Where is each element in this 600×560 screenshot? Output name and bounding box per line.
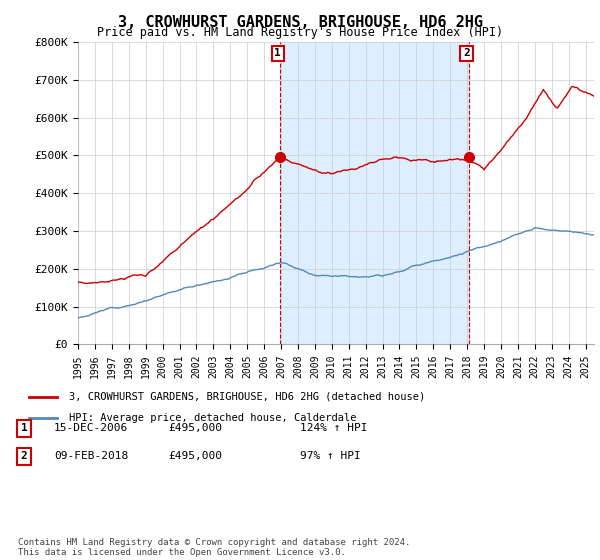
Text: 2: 2 (463, 48, 470, 58)
Text: 09-FEB-2018: 09-FEB-2018 (54, 451, 128, 461)
Text: 3, CROWHURST GARDENS, BRIGHOUSE, HD6 2HG: 3, CROWHURST GARDENS, BRIGHOUSE, HD6 2HG (118, 15, 482, 30)
Text: 1: 1 (274, 48, 281, 58)
Text: 97% ↑ HPI: 97% ↑ HPI (300, 451, 361, 461)
Bar (280, 42, 469, 344)
Text: Contains HM Land Registry data © Crown copyright and database right 2024.
This d: Contains HM Land Registry data © Crown c… (18, 538, 410, 557)
Text: 124% ↑ HPI: 124% ↑ HPI (300, 423, 367, 433)
Text: £495,000: £495,000 (168, 423, 222, 433)
Text: £495,000: £495,000 (168, 451, 222, 461)
Text: 2: 2 (20, 451, 28, 461)
Text: Price paid vs. HM Land Registry's House Price Index (HPI): Price paid vs. HM Land Registry's House … (97, 26, 503, 39)
Text: 3, CROWHURST GARDENS, BRIGHOUSE, HD6 2HG (detached house): 3, CROWHURST GARDENS, BRIGHOUSE, HD6 2HG… (69, 392, 425, 402)
Text: HPI: Average price, detached house, Calderdale: HPI: Average price, detached house, Cald… (69, 413, 356, 423)
Text: 15-DEC-2006: 15-DEC-2006 (54, 423, 128, 433)
Text: 1: 1 (20, 423, 28, 433)
